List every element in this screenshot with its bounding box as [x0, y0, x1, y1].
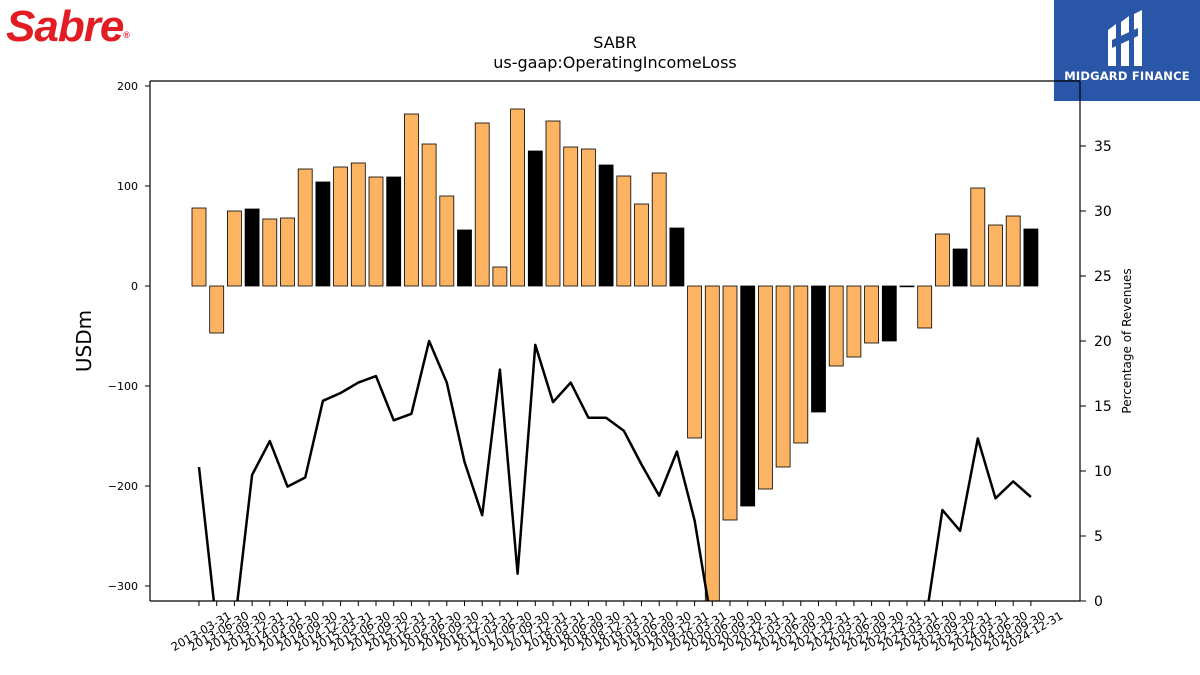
chart-title: SABR — [593, 33, 637, 52]
bar — [793, 285, 809, 444]
chart-subtitle: us-gaap:OperatingIncomeLoss — [493, 53, 737, 72]
y-tick-label: 0 — [131, 280, 138, 293]
y2-tick-label: 35 — [1094, 139, 1112, 155]
bar — [740, 285, 756, 507]
bar — [191, 207, 207, 287]
bar — [421, 143, 437, 287]
bar — [598, 164, 614, 287]
registered-mark: ® — [123, 30, 130, 40]
bar — [704, 285, 720, 601]
y-tick-label: 100 — [117, 180, 138, 193]
bar — [386, 176, 402, 287]
y2-tick-label: 0 — [1094, 594, 1103, 610]
bar — [439, 195, 455, 287]
bar — [333, 166, 349, 287]
bar — [722, 285, 738, 521]
bar — [563, 146, 579, 287]
bar — [758, 285, 773, 490]
bar — [457, 229, 472, 287]
bar — [846, 285, 862, 358]
bar — [917, 285, 933, 329]
bar — [651, 172, 667, 287]
bar — [1005, 215, 1021, 287]
y-tick-label: −200 — [108, 480, 138, 493]
bar — [527, 150, 543, 287]
bar — [687, 285, 702, 439]
bar — [280, 217, 295, 287]
bar — [350, 162, 366, 287]
y2-tick-label: 10 — [1094, 464, 1112, 480]
bar — [881, 285, 897, 342]
bar — [226, 210, 242, 287]
bar — [616, 175, 632, 287]
y2-tick-label: 30 — [1094, 204, 1112, 220]
bar — [581, 148, 596, 287]
bar — [988, 224, 1003, 287]
y-tick-label: −100 — [108, 380, 138, 393]
bar — [315, 181, 331, 287]
bar — [970, 187, 986, 287]
bar — [368, 176, 384, 287]
bar — [935, 233, 950, 287]
y-tick-label: 200 — [117, 80, 138, 93]
bar — [403, 113, 419, 287]
bar — [297, 168, 313, 287]
bar — [864, 285, 879, 344]
bar — [244, 208, 260, 287]
midgard-emblem-icon — [1108, 10, 1142, 66]
bar — [952, 248, 968, 287]
bar — [474, 122, 490, 287]
bar — [899, 285, 915, 288]
y2-tick-label: 20 — [1094, 334, 1112, 350]
y-tick-label: −300 — [108, 580, 138, 593]
bar — [1023, 228, 1039, 287]
midgard-logo-text: MIDGARD FINANCE — [1064, 69, 1190, 83]
y2-tick-label: 5 — [1094, 529, 1103, 545]
midgard-logo: MIDGARD FINANCE — [1054, 0, 1200, 101]
bar — [262, 218, 278, 287]
y2-tick-label: 25 — [1094, 269, 1112, 285]
sabre-logo: Sabre® — [6, 2, 130, 52]
bar — [828, 285, 844, 367]
bar — [775, 285, 791, 468]
y2-tick-label: 15 — [1094, 399, 1112, 415]
bar — [811, 285, 826, 413]
bar — [510, 108, 526, 287]
bar — [545, 120, 561, 287]
percentage-line — [197, 339, 1032, 601]
bar — [634, 203, 649, 287]
sabre-logo-text: Sabre — [6, 2, 124, 51]
bar — [209, 285, 225, 334]
bar — [669, 227, 685, 287]
bar — [492, 266, 508, 287]
